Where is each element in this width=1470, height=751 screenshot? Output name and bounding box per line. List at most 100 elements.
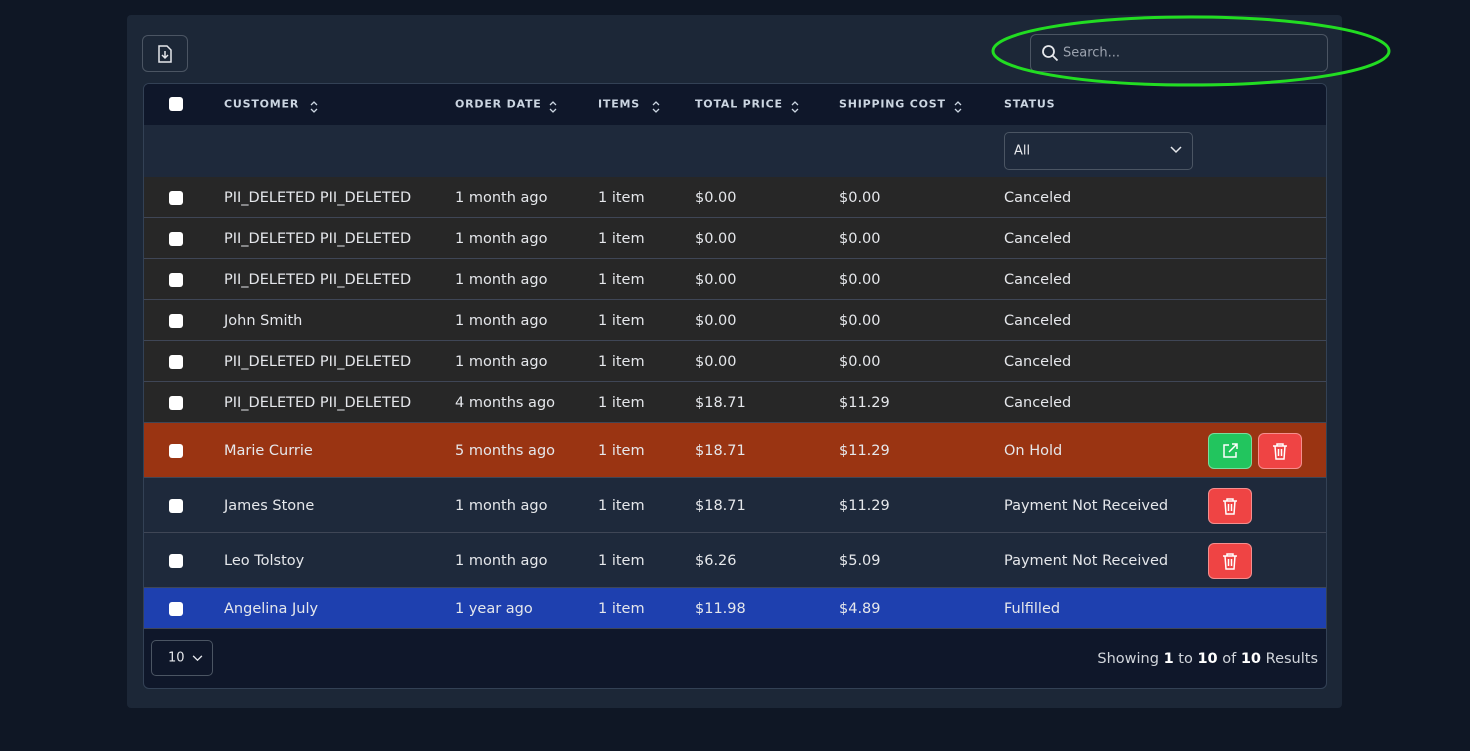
sort-icon xyxy=(310,98,318,113)
checkbox[interactable] xyxy=(169,97,183,111)
results-summary: Showing 1 to 10 of 10 Results xyxy=(1097,651,1318,667)
table-cell: 1 item xyxy=(598,189,645,206)
chevron xyxy=(1170,146,1182,154)
table-cell: 4 months ago xyxy=(455,394,556,411)
table-cell: 1 year ago xyxy=(455,600,533,617)
table-cell: $5.09 xyxy=(839,552,881,569)
table-cell: 1 month ago xyxy=(455,353,548,370)
sort-icon xyxy=(954,98,962,113)
table-cell: James Stone xyxy=(224,497,315,514)
table-cell: $0.00 xyxy=(695,271,737,288)
edit-button[interactable] xyxy=(1208,432,1252,469)
table-cell: PII_DELETED PII_DELETED xyxy=(224,230,412,247)
delete-button[interactable] xyxy=(1258,432,1302,469)
table-cell: Canceled xyxy=(1004,230,1072,247)
sort-icon xyxy=(549,98,557,113)
table-row[interactable] xyxy=(144,177,1326,218)
summary-part: of xyxy=(1222,651,1237,667)
table-cell: Fulfilled xyxy=(1004,600,1061,617)
checkbox[interactable] xyxy=(169,553,183,568)
checkbox[interactable] xyxy=(169,395,183,410)
table-cell: On Hold xyxy=(1004,442,1063,459)
table-cell: 1 month ago xyxy=(455,497,548,514)
export-button[interactable] xyxy=(142,35,188,72)
checkbox[interactable] xyxy=(169,601,183,616)
column-header[interactable]: CUSTOMER xyxy=(224,97,300,111)
table-cell: Canceled xyxy=(1004,271,1072,288)
table-cell: PII_DELETED PII_DELETED xyxy=(224,394,412,411)
table-cell: $0.00 xyxy=(695,353,737,370)
delete-button[interactable] xyxy=(1208,487,1252,524)
table-cell: $0.00 xyxy=(839,189,881,206)
table-row[interactable] xyxy=(144,423,1326,478)
orders-table: CUSTOMER ORDER DATE ITEMS TOTAL PRICE SHIPPI… xyxy=(143,83,1327,689)
table-cell: $0.00 xyxy=(695,189,737,206)
table-row[interactable] xyxy=(144,341,1326,382)
checkbox[interactable] xyxy=(169,190,183,205)
table-cell: 1 item xyxy=(598,230,645,247)
table-cell: 1 month ago xyxy=(455,230,548,247)
export-icon xyxy=(158,44,172,63)
table-cell: 1 item xyxy=(598,497,645,514)
table-cell: 1 month ago xyxy=(455,552,548,569)
table-row[interactable] xyxy=(144,259,1326,300)
table-row[interactable] xyxy=(144,218,1326,259)
table-cell: $11.29 xyxy=(839,497,890,514)
table-cell: Leo Tolstoy xyxy=(224,552,305,569)
sort-icon xyxy=(791,98,799,113)
checkbox[interactable] xyxy=(169,443,183,458)
table-cell: $0.00 xyxy=(839,230,881,247)
column-header[interactable]: TOTAL PRICE xyxy=(695,97,783,111)
table-cell: $18.71 xyxy=(695,442,746,459)
table-cell: Canceled xyxy=(1004,394,1072,411)
table-cell: 1 item xyxy=(598,271,645,288)
sort-icon xyxy=(652,98,660,113)
summary-part: to xyxy=(1178,651,1193,667)
checkbox[interactable] xyxy=(169,354,183,369)
table-cell: 1 month ago xyxy=(455,312,548,329)
table-cell: Canceled xyxy=(1004,353,1072,370)
per-page-select[interactable]: 10 xyxy=(151,640,213,676)
table-cell: 1 item xyxy=(598,552,645,569)
checkbox[interactable] xyxy=(169,272,183,287)
table-row[interactable] xyxy=(144,533,1326,588)
column-header[interactable]: ITEMS xyxy=(598,97,640,111)
summary-part: Results xyxy=(1265,651,1318,667)
summary-part: Showing xyxy=(1097,651,1159,667)
table-cell: Canceled xyxy=(1004,312,1072,329)
column-header[interactable]: SHIPPING COST xyxy=(839,97,946,111)
search-box[interactable]: Search... xyxy=(1030,34,1328,72)
table-cell: $18.71 xyxy=(695,497,746,514)
table-cell: $11.29 xyxy=(839,442,890,459)
search-icon xyxy=(1042,45,1059,62)
checkbox[interactable] xyxy=(169,231,183,246)
table-cell: Payment Not Received xyxy=(1004,497,1169,514)
table-row[interactable] xyxy=(144,382,1326,423)
summary-part: 10 xyxy=(1197,651,1218,667)
table-cell: $11.29 xyxy=(839,394,890,411)
column-header[interactable]: ORDER DATE xyxy=(455,97,542,111)
table-cell: $0.00 xyxy=(695,312,737,329)
delete-button[interactable] xyxy=(1208,542,1252,579)
per-page-value: 10 xyxy=(168,650,185,666)
checkbox[interactable] xyxy=(169,498,183,513)
table-row[interactable] xyxy=(144,588,1326,629)
table-cell: 5 months ago xyxy=(455,442,556,459)
table-cell: $0.00 xyxy=(695,230,737,247)
checkbox[interactable] xyxy=(169,313,183,328)
table-cell: 1 month ago xyxy=(455,189,548,206)
table-cell: 1 month ago xyxy=(455,271,548,288)
search-placeholder: Search... xyxy=(1063,45,1121,61)
table-cell: $0.00 xyxy=(839,353,881,370)
table-cell: 1 item xyxy=(598,442,645,459)
table-cell: PII_DELETED PII_DELETED xyxy=(224,353,412,370)
table-row[interactable] xyxy=(144,478,1326,533)
status-filter[interactable]: All xyxy=(1004,132,1193,170)
table-cell: Canceled xyxy=(1004,189,1072,206)
table-cell: PII_DELETED PII_DELETED xyxy=(224,271,412,288)
table-cell: PII_DELETED PII_DELETED xyxy=(224,189,412,206)
chevron xyxy=(192,655,203,662)
table-cell: Payment Not Received xyxy=(1004,552,1169,569)
table-row[interactable] xyxy=(144,300,1326,341)
